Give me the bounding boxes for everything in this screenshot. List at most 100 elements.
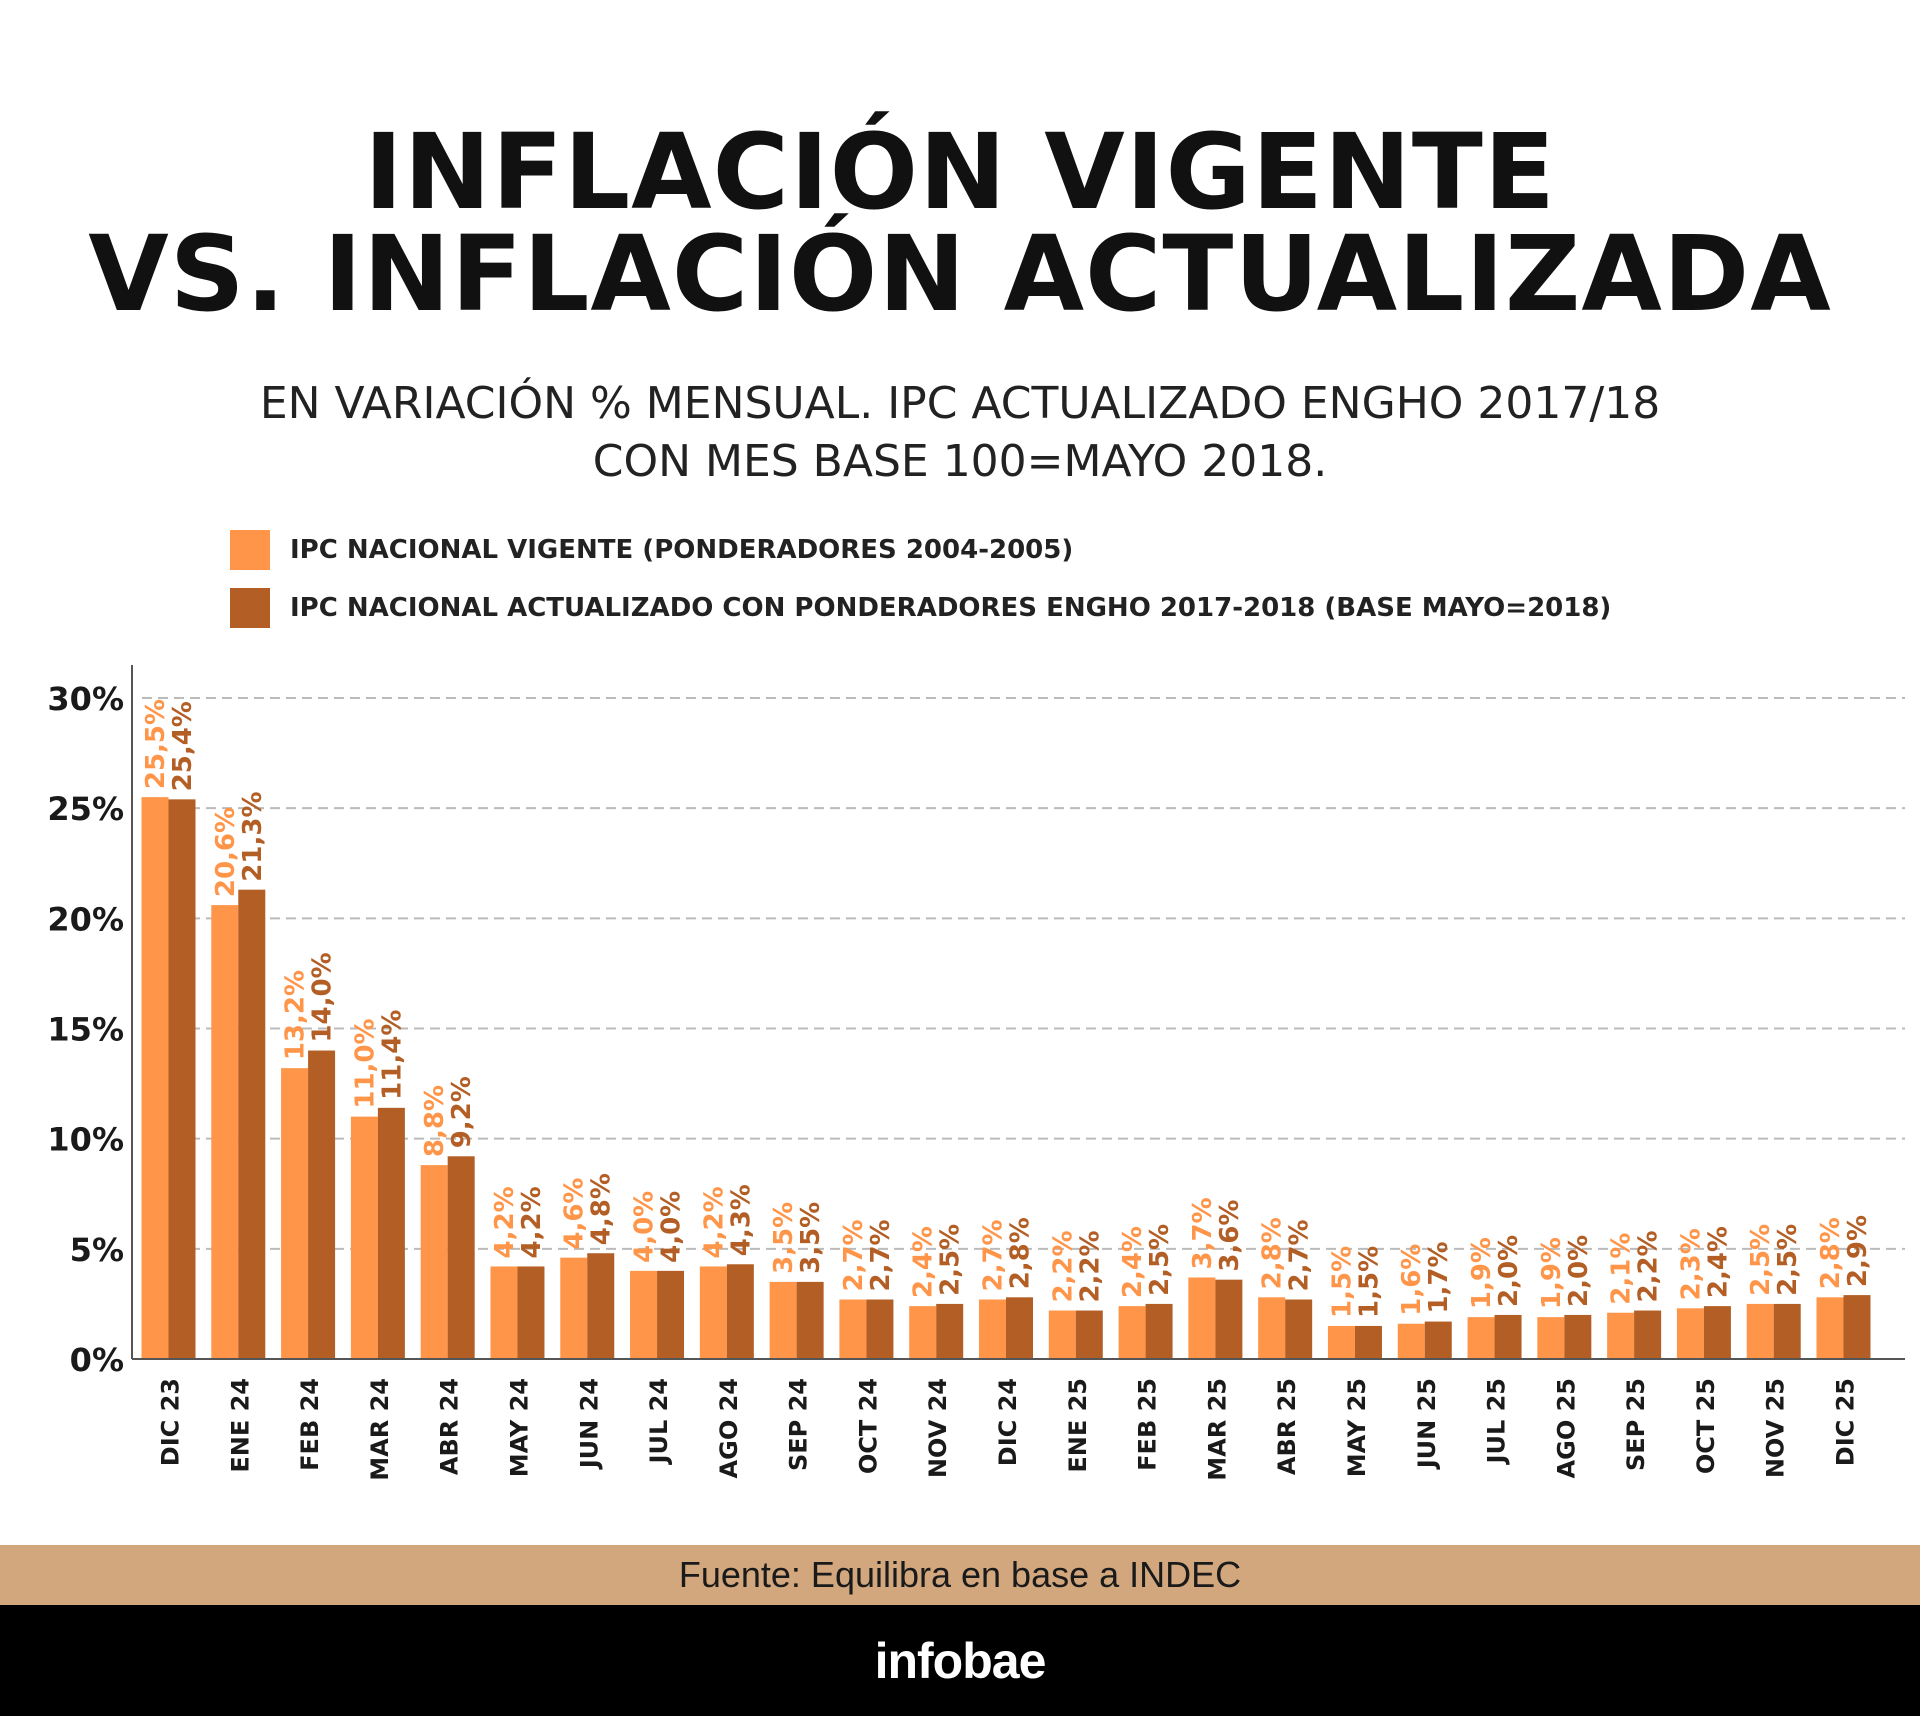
x-tick-label: FEB 25 bbox=[1134, 1378, 1162, 1471]
data-label: 4,8% bbox=[587, 1173, 617, 1245]
bar-actualizado bbox=[1773, 1303, 1801, 1359]
data-label: 20,6% bbox=[211, 807, 241, 897]
x-tick-label: DIC 23 bbox=[157, 1378, 185, 1466]
data-label: 1,5% bbox=[1354, 1246, 1384, 1318]
bar-actualizado bbox=[1634, 1310, 1662, 1359]
bar-vigente bbox=[490, 1266, 518, 1359]
data-label: 2,0% bbox=[1494, 1235, 1524, 1307]
y-tick-label: 20% bbox=[47, 900, 124, 938]
data-label: 2,7% bbox=[839, 1219, 869, 1291]
data-label: 8,8% bbox=[420, 1085, 450, 1157]
bar-vigente bbox=[141, 797, 169, 1359]
bar-actualizado bbox=[238, 889, 266, 1359]
bar-vigente bbox=[1746, 1303, 1774, 1359]
data-label: 3,5% bbox=[769, 1202, 799, 1274]
bar-actualizado bbox=[796, 1281, 824, 1359]
data-label: 2,7% bbox=[866, 1219, 896, 1291]
bar-vigente bbox=[211, 905, 239, 1359]
data-label: 2,4% bbox=[1703, 1226, 1733, 1298]
x-tick-label: ABR 24 bbox=[436, 1378, 464, 1475]
bar-vigente bbox=[630, 1270, 658, 1359]
data-label: 1,9% bbox=[1537, 1237, 1567, 1309]
bar-vigente bbox=[1258, 1297, 1286, 1359]
bar-actualizado bbox=[1494, 1314, 1522, 1359]
legend-swatch-actualizado bbox=[230, 588, 270, 628]
data-label: 2,2% bbox=[1048, 1230, 1078, 1302]
x-tick-label: SEP 24 bbox=[785, 1378, 813, 1471]
data-label: 2,5% bbox=[1746, 1224, 1776, 1296]
bar-actualizado bbox=[168, 799, 196, 1359]
x-tick-label: AGO 25 bbox=[1552, 1378, 1580, 1478]
bar-vigente bbox=[769, 1281, 797, 1359]
data-label: 4,2% bbox=[517, 1186, 547, 1258]
bar-vigente bbox=[350, 1116, 378, 1359]
data-label: 2,7% bbox=[979, 1219, 1009, 1291]
bar-actualizado bbox=[1843, 1295, 1871, 1359]
bar-vigente bbox=[1048, 1310, 1076, 1359]
bar-vigente bbox=[1397, 1323, 1425, 1359]
data-label: 4,2% bbox=[490, 1186, 520, 1258]
subtitle-line2: CON MES BASE 100=MAYO 2018. bbox=[592, 436, 1328, 487]
bar-actualizado bbox=[1703, 1306, 1731, 1359]
data-label: 4,2% bbox=[699, 1186, 729, 1258]
source-band: Fuente: Equilibra en base a INDEC bbox=[0, 1545, 1920, 1605]
x-tick-label: NOV 25 bbox=[1762, 1378, 1790, 1478]
data-label: 4,0% bbox=[657, 1191, 687, 1263]
bar-vigente bbox=[281, 1068, 309, 1359]
y-tick-label: 0% bbox=[70, 1341, 124, 1379]
x-tick-label: ENE 25 bbox=[1064, 1378, 1092, 1473]
x-tick-label: FEB 24 bbox=[296, 1378, 324, 1471]
chart-title-line1: INFLACIÓN VIGENTE bbox=[364, 111, 1556, 233]
y-tick-label: 5% bbox=[70, 1231, 124, 1269]
x-tick-label: DIC 25 bbox=[1832, 1378, 1860, 1466]
data-label: 2,4% bbox=[1118, 1226, 1148, 1298]
bar-actualizado bbox=[587, 1253, 615, 1359]
bar-vigente bbox=[1537, 1317, 1565, 1359]
subtitle-line1: EN VARIACIÓN % MENSUAL. IPC ACTUALIZADO … bbox=[259, 378, 1661, 429]
bar-vigente bbox=[1467, 1317, 1495, 1359]
legend-swatch-vigente bbox=[230, 530, 270, 570]
data-label: 2,5% bbox=[1773, 1224, 1803, 1296]
chart-title-line2: VS. INFLACIÓN ACTUALIZADA bbox=[88, 213, 1832, 335]
legend-item-actualizado: IPC NACIONAL ACTUALIZADO CON PONDERADORE… bbox=[230, 588, 1611, 628]
bar-actualizado bbox=[1215, 1279, 1243, 1359]
data-label: 1,5% bbox=[1327, 1246, 1357, 1318]
bar-actualizado bbox=[936, 1303, 964, 1359]
x-tick-label: JUN 25 bbox=[1413, 1378, 1441, 1470]
data-label: 13,2% bbox=[281, 970, 311, 1060]
bar-actualizado bbox=[377, 1107, 405, 1359]
bar-actualizado bbox=[1354, 1325, 1382, 1359]
x-tick-label: MAR 24 bbox=[366, 1378, 394, 1481]
bar-chart: 0% 5% 10% 15% 20% 25% 30% 25,5%25,4% DIC 23 20,6%… bbox=[47, 665, 1905, 1481]
bar-actualizado bbox=[657, 1270, 685, 1359]
data-label: 2,1% bbox=[1607, 1233, 1637, 1305]
data-label: 2,2% bbox=[1075, 1230, 1105, 1302]
y-tick-label: 25% bbox=[47, 790, 124, 828]
source-text: Fuente: Equilibra en base a INDEC bbox=[678, 1554, 1242, 1595]
data-label: 11,4% bbox=[377, 1010, 407, 1100]
y-tick-label: 10% bbox=[47, 1121, 124, 1159]
bar-vigente bbox=[560, 1257, 588, 1359]
y-tick-label: 15% bbox=[47, 1011, 124, 1049]
x-tick-label: MAY 24 bbox=[505, 1378, 533, 1477]
x-tick-label: ENE 24 bbox=[226, 1378, 254, 1473]
bar-vigente bbox=[1607, 1312, 1635, 1359]
bar-vigente bbox=[1816, 1297, 1844, 1359]
bar-actualizado bbox=[447, 1156, 475, 1359]
x-tick-label: SEP 25 bbox=[1622, 1378, 1650, 1471]
bar-actualizado bbox=[1075, 1310, 1103, 1359]
data-label: 4,0% bbox=[630, 1191, 660, 1263]
data-label: 2,7% bbox=[1285, 1219, 1315, 1291]
data-label: 3,5% bbox=[796, 1202, 826, 1274]
bar-vigente bbox=[1676, 1308, 1704, 1359]
x-tick-label: DIC 24 bbox=[994, 1378, 1022, 1466]
data-label: 1,7% bbox=[1424, 1241, 1454, 1313]
x-tick-label: OCT 24 bbox=[854, 1378, 882, 1474]
data-label: 3,7% bbox=[1188, 1197, 1218, 1269]
bar-actualizado bbox=[1285, 1299, 1313, 1359]
data-label: 21,3% bbox=[238, 791, 268, 881]
bar-actualizado bbox=[1145, 1303, 1173, 1359]
data-label: 2,2% bbox=[1634, 1230, 1664, 1302]
data-label: 25,5% bbox=[141, 699, 171, 789]
legend-label-vigente: IPC NACIONAL VIGENTE (PONDERADORES 2004-… bbox=[290, 535, 1074, 565]
